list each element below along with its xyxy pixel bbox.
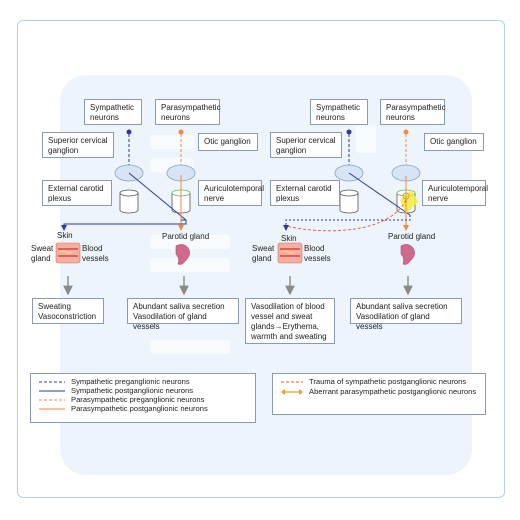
parasympathetic-neurons-label: Parasympathetic neurons <box>161 103 221 122</box>
placeholder-block <box>150 340 230 354</box>
parasympathetic-neurons-label: Parasympathetic neurons <box>386 103 446 122</box>
external-carotid-plexus-box: External carotid plexus <box>270 180 340 206</box>
parotid-gland-label: Parotid gland <box>162 232 210 241</box>
external-carotid-plexus-box: External carotid plexus <box>42 180 112 206</box>
auriculotemporal-nerve-label: Auriculotemporal nerve <box>428 184 489 203</box>
blood-vessels-label: Blood vessels <box>82 244 109 263</box>
parotid-gland-icon <box>175 244 190 265</box>
legend-trauma: Trauma of sympathetic postganglionic neu… <box>309 377 467 386</box>
legend-parasympathetic-post: Parasympathetic postganglionic neurons <box>71 404 208 413</box>
legend-left: Sympathetic preganglionic neurons Sympat… <box>30 373 256 423</box>
otic-ganglion-box: Otic ganglion <box>424 133 484 151</box>
sympathetic-origin-dot <box>126 129 132 135</box>
legend-aberrant: Aberrant parasympathetic postganglionic … <box>309 387 477 396</box>
trauma-lightning-icon <box>400 190 418 214</box>
parasympathetic-neurons-box: Parasympathetic neurons <box>155 99 221 125</box>
superior-cervical-ganglion-box: Superior cervical ganglion <box>270 132 342 158</box>
sweat-gland-label: Sweat gland <box>252 244 275 263</box>
legend-sympathetic-pre: Sympathetic preganglionic neurons <box>71 377 190 386</box>
skin-label: Skin <box>57 231 73 240</box>
legend-parasympathetic-pre: Parasympathetic preganglionic neurons <box>71 395 205 404</box>
right-pathways <box>277 129 421 296</box>
placeholder-block <box>150 135 194 149</box>
right-skin-outcome-box: Vasodilation of blood vessel and sweat g… <box>245 298 335 344</box>
sweat-gland-label: Sweat gland <box>31 244 54 263</box>
legend-right: Trauma of sympathetic postganglionic neu… <box>272 373 486 415</box>
left-pathways <box>55 129 196 296</box>
left-skin-outcome-box: Sweating Vasoconstriction <box>32 298 104 324</box>
placeholder-block <box>356 125 376 153</box>
sympathetic-neurons-box: Sympathetic neurons <box>310 99 368 125</box>
parasympathetic-origin-dot <box>178 129 184 135</box>
otic-ganglion-label: Otic ganglion <box>430 137 477 146</box>
right-skin-outcome-label: Vasodilation of blood vessel and sweat g… <box>251 302 327 341</box>
legend-sympathetic-post: Sympathetic postganglionic neurons <box>71 386 193 395</box>
sympathetic-neurons-label: Sympathetic neurons <box>316 103 361 122</box>
superior-cervical-ganglion-label: Superior cervical ganglion <box>48 136 108 155</box>
placeholder-block <box>150 235 230 249</box>
otic-ganglion-label: Otic ganglion <box>204 137 251 146</box>
otic-ganglion-box: Otic ganglion <box>198 133 258 151</box>
auriculotemporal-nerve-box: Auriculotemporal nerve <box>198 180 265 206</box>
left-skin-outcome-label: Sweating Vasoconstriction <box>38 302 97 321</box>
legend-right-swatches <box>281 381 303 395</box>
right-parotid-outcome-label: Abundant saliva secretion Vasodilation o… <box>356 302 448 331</box>
blood-vessels-label: Blood vessels <box>304 244 331 263</box>
superior-cervical-ganglion-box: Superior cervical ganglion <box>42 132 114 158</box>
legend-left-swatches <box>39 381 65 410</box>
parotid-gland-label: Parotid gland <box>388 232 436 241</box>
skin-label: Skin <box>281 234 297 243</box>
left-parotid-outcome-label: Abundant saliva secretion Vasodilation o… <box>133 302 225 331</box>
superior-cervical-ganglion-label: Superior cervical ganglion <box>276 136 336 155</box>
external-carotid-plexus-shape <box>119 193 139 214</box>
right-parotid-outcome-box: Abundant saliva secretion Vasodilation o… <box>350 298 462 331</box>
auriculotemporal-nerve-box: Auriculotemporal nerve <box>422 180 489 206</box>
sympathetic-neurons-box: Sympathetic neurons <box>84 99 142 125</box>
placeholder-block <box>150 258 230 272</box>
external-carotid-plexus-label: External carotid plexus <box>48 184 104 203</box>
parasympathetic-neurons-box: Parasympathetic neurons <box>380 99 446 125</box>
auriculotemporal-nerve-label: Auriculotemporal nerve <box>204 184 265 203</box>
left-parotid-outcome-box: Abundant saliva secretion Vasodilation o… <box>127 298 239 331</box>
external-carotid-plexus-label: External carotid plexus <box>276 184 332 203</box>
sympathetic-neurons-label: Sympathetic neurons <box>90 103 135 122</box>
